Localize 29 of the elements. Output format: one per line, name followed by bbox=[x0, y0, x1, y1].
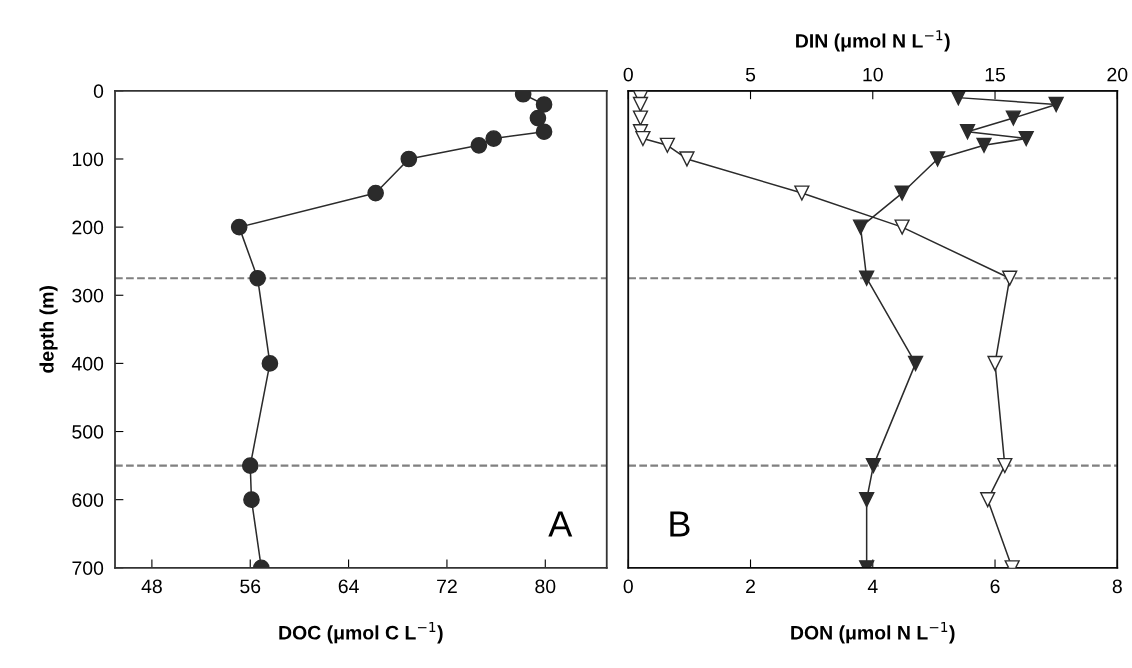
y-tick-label: 200 bbox=[72, 220, 104, 235]
y-tick-label: 600 bbox=[72, 493, 104, 507]
x-axis-title: DOC (μmol C L$^{−1}$) bbox=[279, 622, 443, 644]
x-tick-label: 48 bbox=[141, 579, 162, 594]
x-tick-label: 4 bbox=[867, 579, 878, 593]
y-tick-label: 100 bbox=[72, 152, 104, 167]
y-axis-title: depth (m) bbox=[39, 286, 58, 373]
x-tick-label: 6 bbox=[990, 579, 1000, 594]
x2-tick-label: 15 bbox=[985, 67, 1006, 82]
y-tick-label: 300 bbox=[72, 288, 104, 303]
x2-tick-label: 5 bbox=[745, 67, 756, 82]
x-tick-label: 8 bbox=[1112, 579, 1122, 594]
x2-tick-label: 20 bbox=[1107, 67, 1128, 82]
x-tick-label: 64 bbox=[338, 579, 359, 594]
x2-axis-title: DIN (μmol N L$^{−1}$) bbox=[796, 30, 950, 52]
x-tick-label: 0 bbox=[623, 579, 633, 594]
annotation: B bbox=[670, 511, 690, 537]
y-tick-label: 500 bbox=[72, 425, 104, 439]
y-tick-label: 0 bbox=[93, 84, 104, 99]
x-tick-label: 56 bbox=[240, 579, 261, 594]
x-tick-label: 80 bbox=[535, 579, 556, 594]
x-tick-label: 2 bbox=[746, 579, 755, 593]
y-tick-label: 700 bbox=[72, 561, 104, 576]
x-tick-label: 72 bbox=[437, 579, 457, 593]
x2-tick-label: 0 bbox=[623, 67, 633, 82]
x2-tick-label: 10 bbox=[863, 67, 883, 82]
y-tick-label: 400 bbox=[71, 356, 104, 371]
x-axis-title: DON (μmol N L$^{−1}$) bbox=[791, 622, 955, 644]
annotation: A bbox=[548, 511, 573, 537]
